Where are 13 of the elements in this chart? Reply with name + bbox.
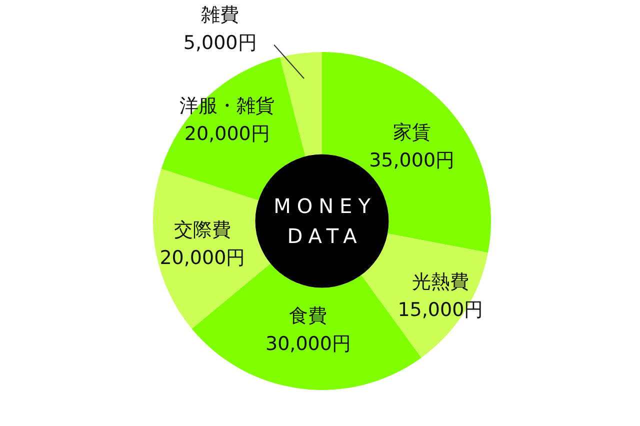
slice-label: 家賃 xyxy=(392,122,431,144)
slice-label: 食費 xyxy=(289,304,328,327)
data-label: 30,000円 xyxy=(265,332,351,355)
slice-label: 雑費 xyxy=(201,4,240,26)
data-label: 20,000円 xyxy=(160,246,246,269)
slice-label: 光熱費 xyxy=(412,271,469,294)
data-label: 15,000円 xyxy=(398,299,484,322)
data-label: 5,000円 xyxy=(183,32,257,54)
data-label: 20,000円 xyxy=(184,122,270,145)
slice-label: 洋服・雑貨 xyxy=(180,94,275,117)
slice-label: 交際費 xyxy=(174,218,231,241)
text: MONEY DATA xyxy=(274,194,376,248)
data-label: 35,000円 xyxy=(369,150,455,172)
